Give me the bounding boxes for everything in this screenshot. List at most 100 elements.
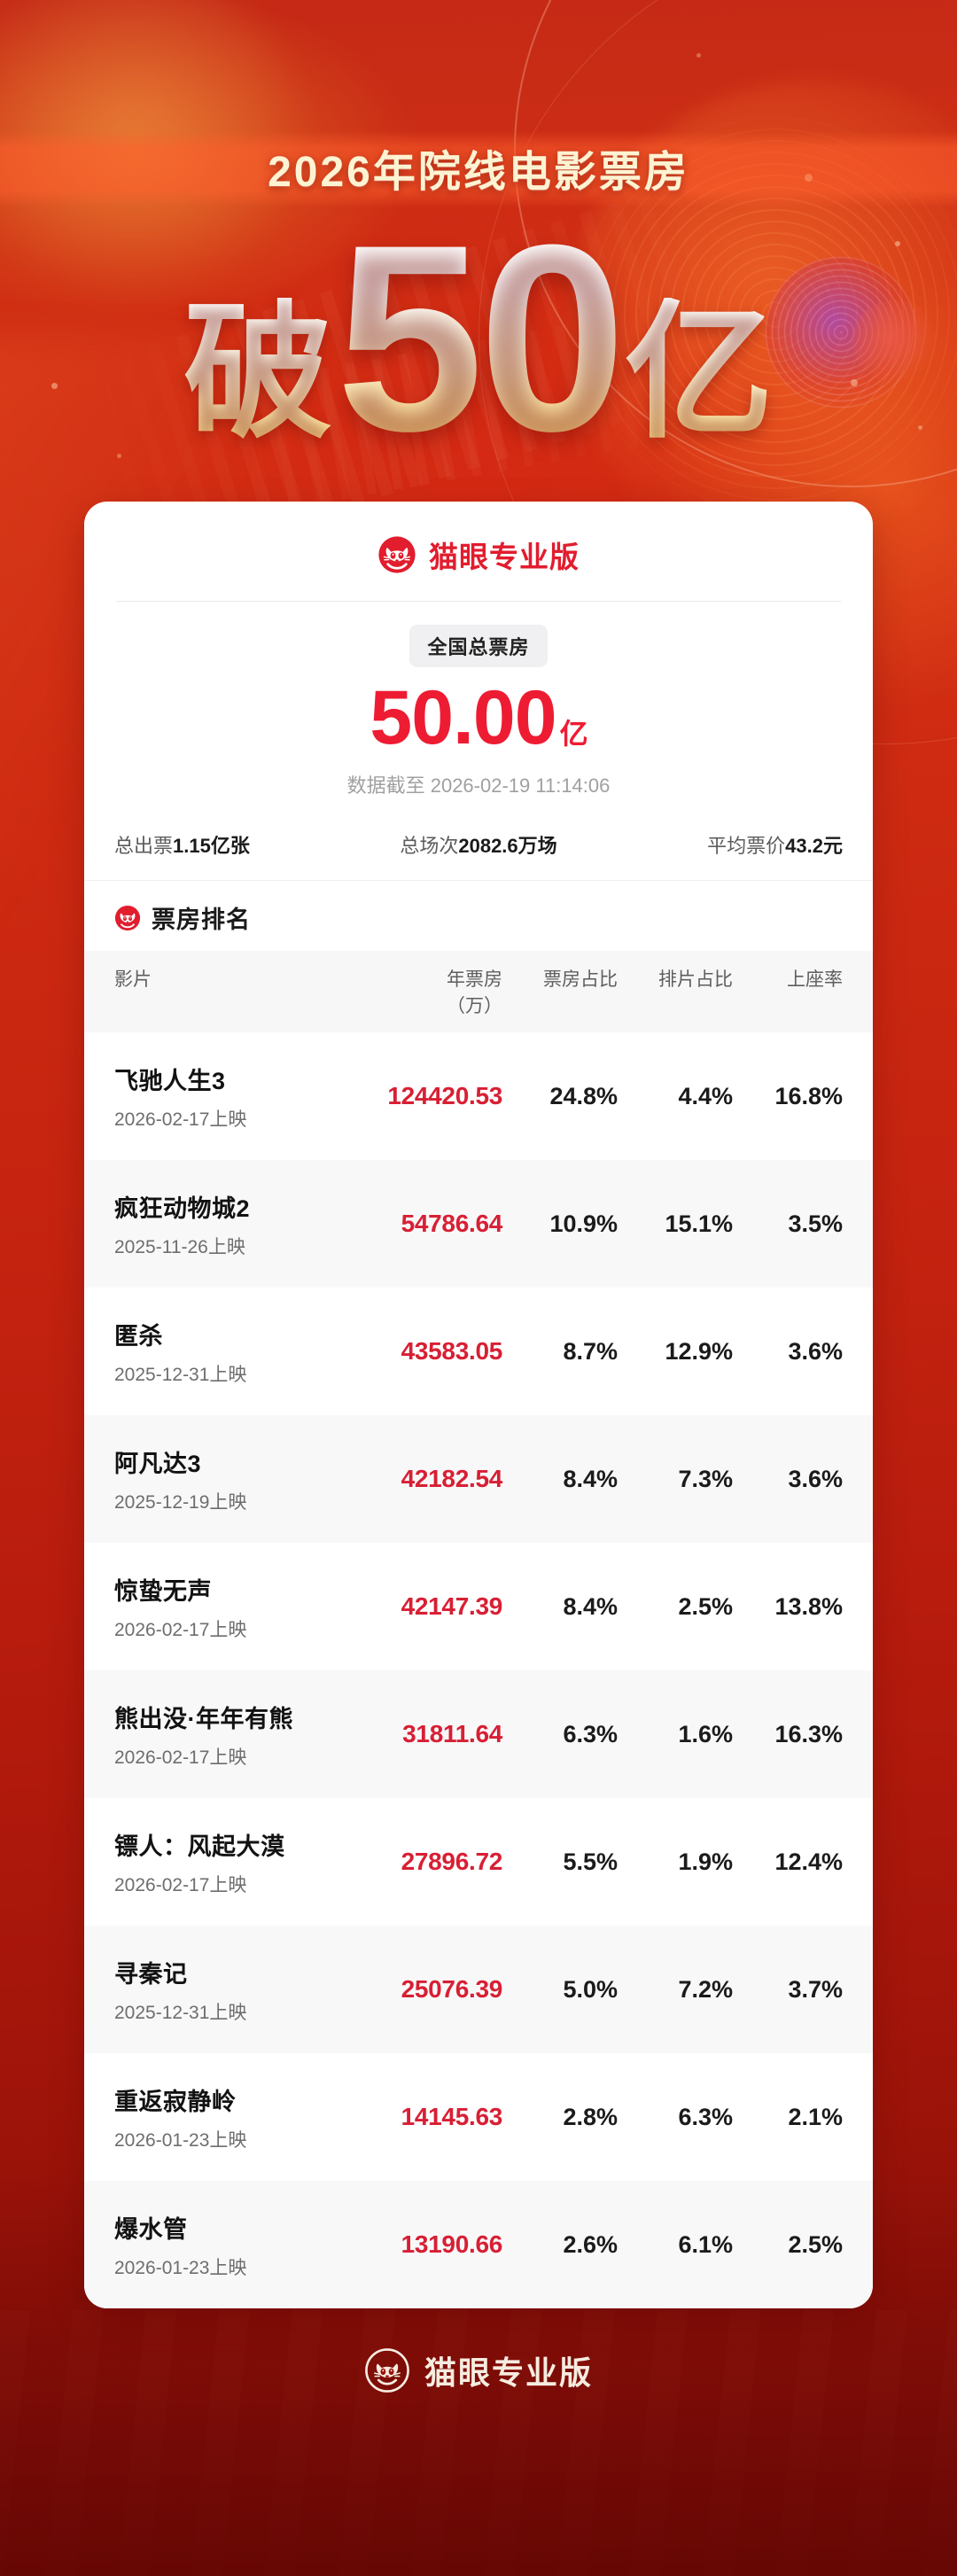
cell-attendance: 13.8% [774, 1592, 843, 1620]
total-box-office-section: 全国总票房 50.00 亿 数据截至 2026-02-19 11:14:06 [84, 602, 873, 807]
maoyan-cat-icon [364, 2347, 410, 2393]
film-release-date: 2026-02-17上映 [114, 1619, 247, 1640]
ranking-section-header: 票房排名 [84, 880, 873, 951]
total-box-office-unit: 亿 [559, 718, 588, 750]
cell-box-share: 24.8% [549, 1082, 618, 1109]
brand-name: 猫眼专业版 [429, 541, 580, 573]
film-title: 寻秦记 [114, 1960, 188, 1988]
cell-attendance: 12.4% [774, 1848, 843, 1875]
cell-show-share: 2.5% [678, 1592, 733, 1620]
cell-film: 重返寂静岭 2026-01-23上映 [84, 2053, 329, 2181]
sparkle [117, 454, 121, 458]
cell-film: 匿杀 2025-12-31上映 [84, 1288, 329, 1415]
film-release-date: 2026-02-17上映 [114, 1747, 247, 1768]
film-title: 匿杀 [114, 1322, 163, 1350]
stat-total-tickets-label: 总出票 [114, 835, 174, 857]
cell-show-share: 1.6% [678, 1720, 733, 1747]
data-updated-timestamp: 数据截至 2026-02-19 11:14:06 [346, 774, 611, 797]
film-release-date: 2025-12-19上映 [114, 1491, 247, 1513]
cell-attendance: 3.6% [788, 1337, 843, 1365]
stat-total-shows: 总场次2082.6万场 [400, 830, 556, 859]
film-release-date: 2026-01-23上映 [114, 2257, 247, 2278]
cell-film: 爆水管 2026-01-23上映 [84, 2181, 329, 2308]
table-row[interactable]: 熊出没·年年有熊 2026-02-17上映 31811.64 6.3% 1.6% 16.3… [84, 1670, 873, 1798]
cell-box-share: 8.7% [563, 1337, 618, 1365]
cell-film: 惊蛰无声 2026-02-17上映 [84, 1543, 329, 1670]
table-row[interactable]: 寻秦记 2025-12-31上映 25076.39 5.0% 7.2% 3.7% [84, 1926, 873, 2053]
cell-show-share: 12.9% [665, 1337, 733, 1365]
cell-film: 阿凡达3 2025-12-19上映 [84, 1415, 329, 1543]
cell-box-office: 124420.53 [387, 1082, 502, 1109]
cell-box-office: 13190.66 [401, 2230, 503, 2258]
cell-box-share: 2.6% [563, 2230, 618, 2258]
cell-show-share: 7.2% [678, 1975, 733, 2003]
column-header-attendance: 上座率 [733, 951, 873, 1032]
film-release-date: 2026-02-17上映 [114, 1874, 247, 1895]
total-box-office-number: 50.00 [370, 675, 556, 760]
cell-box-office: 25076.39 [401, 1975, 503, 2003]
cell-show-share: 15.1% [665, 1210, 733, 1237]
table-row[interactable]: 镖人：风起大漠 2026-02-17上映 27896.72 5.5% 1.9% 12.4% [84, 1798, 873, 1926]
film-release-date: 2025-11-26上映 [114, 1236, 245, 1257]
cell-box-share: 10.9% [549, 1210, 618, 1237]
column-header-box-office-text: 年票房 [447, 969, 502, 990]
column-header-box-share: 票房占比 [502, 951, 618, 1032]
footer-brand-name: 猫眼专业版 [424, 2354, 593, 2391]
cell-box-share: 6.3% [563, 1720, 618, 1747]
stat-average-price: 平均票价43.2元 [707, 830, 843, 859]
column-header-show-share: 排片占比 [618, 951, 733, 1032]
cell-show-share: 6.1% [678, 2230, 733, 2258]
table-row[interactable]: 爆水管 2026-01-23上映 13190.66 2.6% 6.1% 2.5% [84, 2181, 873, 2308]
cell-film: 疯狂动物城2 2025-11-26上映 [84, 1160, 329, 1288]
cell-attendance: 16.3% [774, 1720, 843, 1747]
cell-show-share: 1.9% [678, 1848, 733, 1875]
hero-headline: 破 50 亿 [0, 189, 957, 486]
cell-box-share: 2.8% [563, 2103, 618, 2130]
maoyan-cat-icon [377, 535, 416, 574]
column-header-box-office: 年票房 （万） [329, 951, 502, 1032]
ranking-section-title: 票房排名 [152, 907, 251, 933]
maoyan-cat-icon [114, 905, 141, 931]
table-row[interactable]: 惊蛰无声 2026-02-17上映 42147.39 8.4% 2.5% 13.8% [84, 1543, 873, 1670]
brand-header: 猫眼专业版 [84, 502, 873, 601]
cell-box-share: 8.4% [563, 1592, 618, 1620]
cell-box-office: 54786.64 [401, 1210, 503, 1237]
cell-box-share: 5.0% [563, 1975, 618, 2003]
cell-attendance: 16.8% [774, 1082, 843, 1109]
cell-box-office: 27896.72 [401, 1848, 503, 1875]
cell-film: 熊出没·年年有熊 2026-02-17上映 [84, 1670, 329, 1798]
cell-film: 飞驰人生3 2026-02-17上映 [84, 1032, 329, 1160]
film-release-date: 2025-12-31上映 [114, 2002, 247, 2023]
card-divider [116, 601, 841, 602]
table-body: 飞驰人生3 2026-02-17上映 124420.53 24.8% 4.4% 16.8%… [84, 1032, 873, 2308]
hero-number: 50 [336, 189, 626, 486]
film-title: 阿凡达3 [114, 1450, 202, 1477]
cell-box-office: 42147.39 [401, 1592, 503, 1620]
table-row[interactable]: 疯狂动物城2 2025-11-26上映 54786.64 10.9% 15.1% 3.5% [84, 1160, 873, 1288]
stat-total-tickets-value: 1.15亿张 [173, 835, 250, 857]
film-title: 疯狂动物城2 [114, 1195, 251, 1222]
stat-total-shows-value: 2082.6万场 [458, 835, 557, 857]
summary-stats-row: 总出票1.15亿张 总场次2082.6万场 平均票价43.2元 [84, 807, 873, 880]
table-row[interactable]: 飞驰人生3 2026-02-17上映 124420.53 24.8% 4.4% 16.8% [84, 1032, 873, 1160]
cell-show-share: 4.4% [678, 1082, 733, 1109]
stat-average-price-value: 43.2元 [785, 835, 843, 857]
table-row[interactable]: 匿杀 2025-12-31上映 43583.05 8.7% 12.9% 3.6% [84, 1288, 873, 1415]
stat-total-tickets: 总出票1.15亿张 [114, 830, 250, 859]
stat-average-price-label: 平均票价 [707, 835, 786, 857]
cell-film: 镖人：风起大漠 2026-02-17上映 [84, 1798, 329, 1926]
cell-film: 寻秦记 2025-12-31上映 [84, 1926, 329, 2053]
cell-box-share: 5.5% [563, 1848, 618, 1875]
table-row[interactable]: 阿凡达3 2025-12-19上映 42182.54 8.4% 7.3% 3.6% [84, 1415, 873, 1543]
cell-box-office: 14145.63 [401, 2103, 503, 2130]
poster-header: 2026年院线电影票房 破 50 亿 [0, 0, 957, 486]
film-title: 熊出没·年年有熊 [114, 1705, 293, 1732]
film-title: 镖人：风起大漠 [114, 1833, 285, 1860]
cell-box-office: 43583.05 [401, 1337, 503, 1365]
column-header-box-office-unit: （万） [447, 996, 502, 1016]
table-row[interactable]: 重返寂静岭 2026-01-23上映 14145.63 2.8% 6.3% 2.1% [84, 2053, 873, 2181]
table-header: 影片 年票房 （万） 票房占比 排片占比 上座率 [84, 951, 873, 1032]
cell-box-office: 42182.54 [401, 1465, 503, 1492]
cell-attendance: 2.5% [788, 2230, 843, 2258]
footer-brand: 猫眼专业版 [0, 2308, 957, 2393]
